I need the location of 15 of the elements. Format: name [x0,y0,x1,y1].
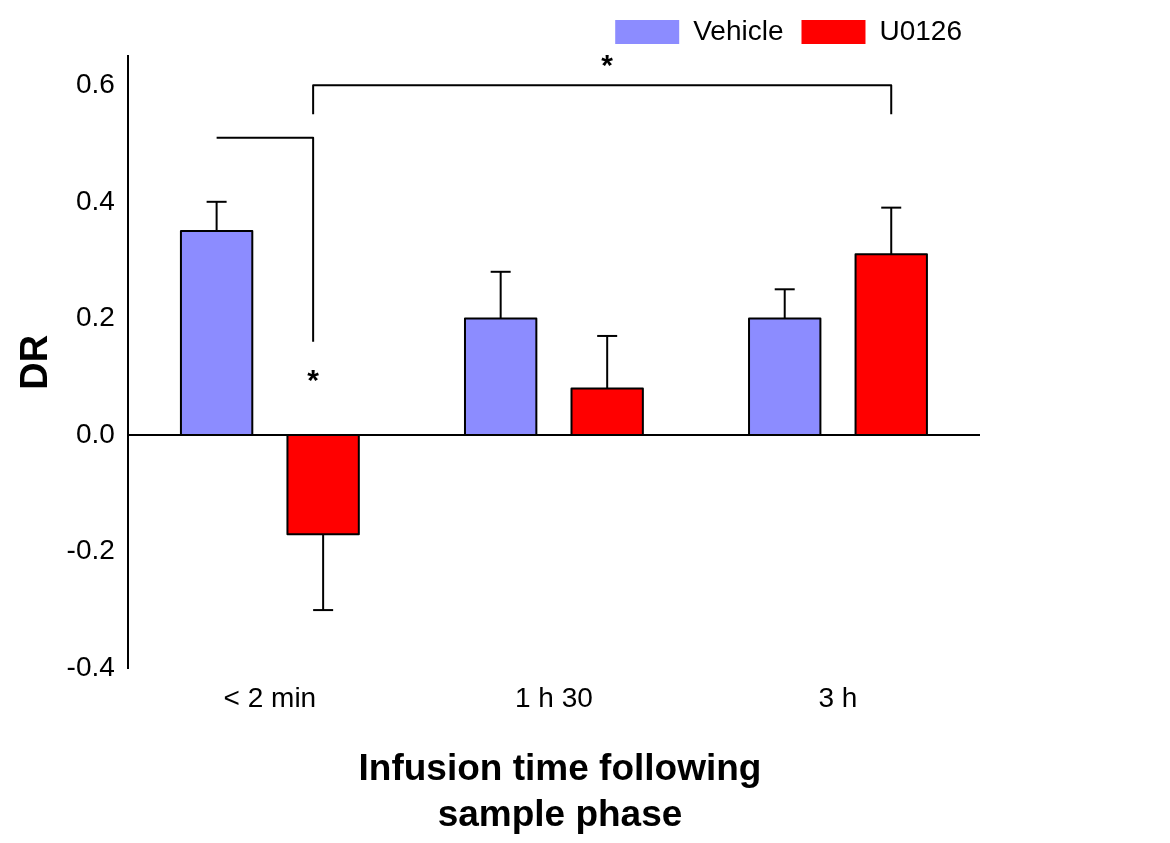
legend-label: U0126 [879,14,963,46]
annotation: * [601,48,614,82]
x-tick-label: 3 h [818,681,858,713]
x-tick-label: 1 h 30 [514,681,593,713]
y-tick-label: 0.6 [75,67,115,99]
x-tick-label: < 2 min [223,681,317,713]
y-tick-label: 0.4 [75,184,115,216]
y-tick-label: -0.2 [66,534,115,566]
legend-label: Vehicle [693,14,784,46]
x-axis-title: Infusion time following sample phase [357,746,763,836]
y-tick-label: -0.4 [66,651,115,683]
annotation: * [307,363,320,397]
y-tick-label: 0.0 [75,417,115,449]
y-tick-label: 0.2 [75,301,115,333]
y-axis-title: DR [13,334,56,390]
